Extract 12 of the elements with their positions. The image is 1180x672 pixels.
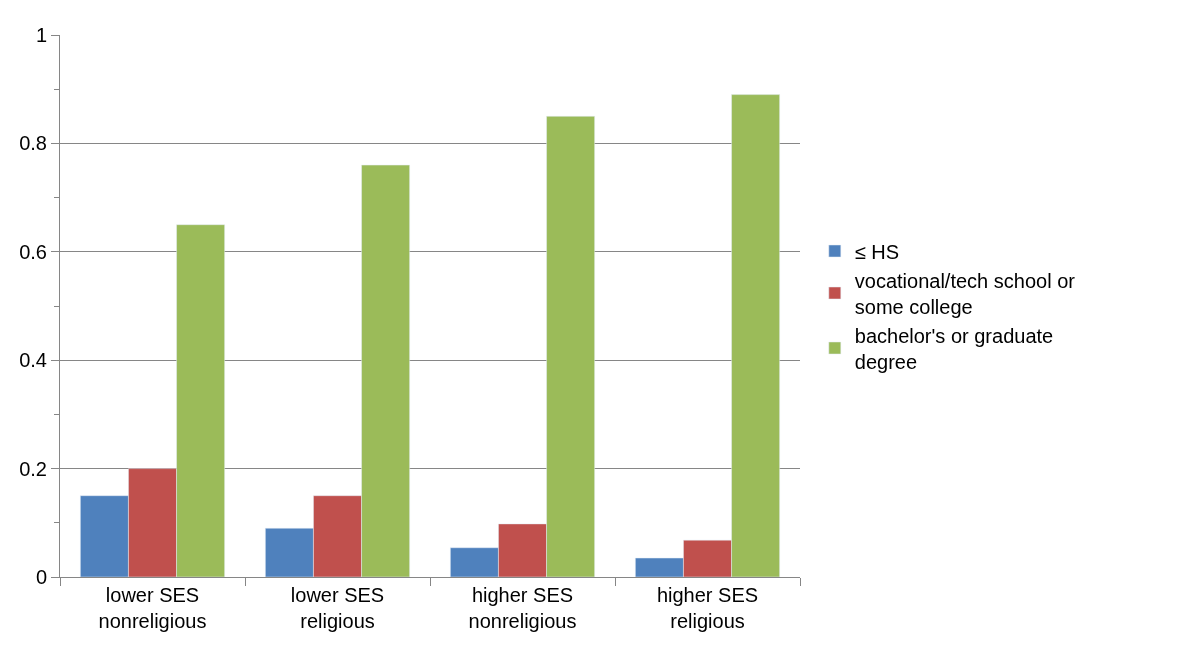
y-tick-label: 0.4 <box>19 349 47 372</box>
x-tick-label: lower SES nonreligious <box>98 584 207 632</box>
x-tick-label: higher SES religious <box>656 584 759 632</box>
x-tick-label: higher SES nonreligious <box>468 584 577 632</box>
y-tick-label: 1 <box>35 24 47 46</box>
x-tick-label: lower SES religious <box>290 584 385 632</box>
y-tick-label: 0 <box>35 566 47 588</box>
y-tick-label: 0.8 <box>19 132 47 155</box>
y-tick-label: 0.2 <box>19 457 47 480</box>
legend-label: ≤ HS <box>854 240 900 263</box>
y-tick-label: 0.6 <box>19 240 47 263</box>
legend-label: bachelor's or graduate degree <box>854 324 1054 373</box>
